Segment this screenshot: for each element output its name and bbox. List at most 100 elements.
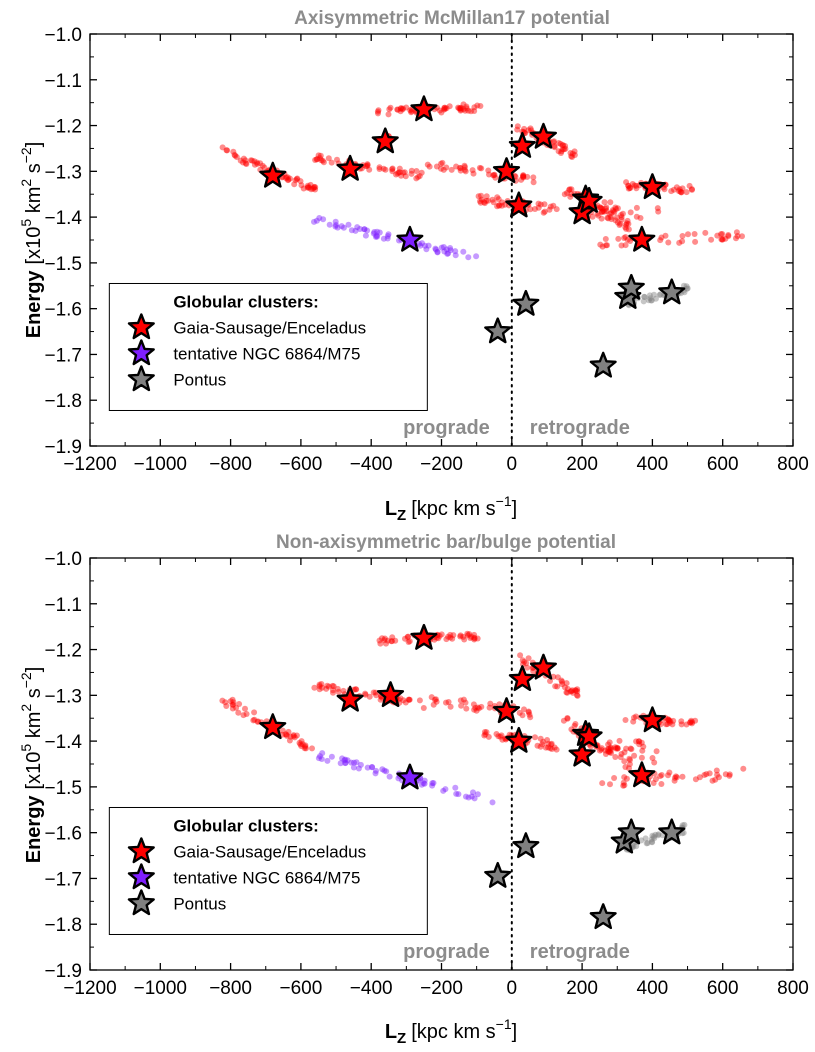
orbit-point (551, 744, 558, 751)
orbit-point (665, 717, 672, 724)
orbit-point (399, 105, 406, 112)
orbit-point (551, 138, 557, 145)
orbit-point (624, 236, 631, 243)
orbit-point (612, 217, 619, 224)
orbit-point (313, 217, 320, 224)
orbit-point (633, 185, 640, 192)
orbit-point (429, 782, 436, 789)
orbit-point (330, 683, 337, 690)
orbit-point (332, 218, 339, 225)
orbit-point (471, 795, 478, 802)
orbit-point (308, 186, 315, 193)
orbit-point (566, 186, 573, 193)
orbit-point (467, 635, 474, 641)
orbit-point (604, 746, 611, 753)
orbit-point (597, 241, 604, 248)
orbit-point (611, 209, 618, 216)
orbit-point (392, 637, 399, 644)
orbit-point (332, 223, 339, 230)
orbit-point (574, 692, 580, 699)
orbit-point (298, 182, 305, 189)
orbit-point (602, 236, 609, 242)
cluster-star-icon (589, 903, 617, 930)
orbit-point (286, 737, 293, 744)
orbit-point (380, 235, 387, 242)
orbit-point (404, 634, 411, 640)
x-tick-label: −800 (209, 454, 252, 475)
orbit-point (445, 633, 452, 640)
legend-entry: Pontus (173, 894, 226, 913)
orbit-point (478, 703, 485, 710)
orbit-point (618, 212, 625, 218)
orbit-point (681, 282, 687, 289)
orbit-point (622, 717, 629, 723)
orbit-point (719, 236, 726, 243)
orbit-point (379, 766, 386, 773)
orbit-point (469, 167, 476, 174)
orbit-point (638, 754, 645, 761)
orbit-point (442, 105, 449, 112)
orbit-point (514, 123, 521, 130)
legend-box (108, 806, 428, 935)
orbit-point (701, 772, 708, 778)
orbit-point (558, 148, 565, 155)
orbit-point (616, 222, 623, 228)
orbit-point (443, 636, 450, 643)
orbit-point (567, 193, 574, 200)
orbit-point (317, 155, 323, 162)
orbit-point (348, 227, 355, 234)
x-tick-label: −1000 (134, 454, 187, 475)
orbit-point (607, 745, 614, 752)
orbit-point (641, 293, 648, 300)
orbit-point (320, 216, 327, 223)
orbit-point (420, 780, 427, 787)
orbit-point (521, 125, 528, 132)
orbit-point (342, 760, 349, 767)
orbit-point (520, 172, 527, 179)
orbit-point (626, 765, 632, 772)
orbit-point (633, 738, 640, 745)
orbit-point (489, 196, 496, 203)
orbit-point (493, 731, 500, 737)
orbit-point (384, 233, 391, 239)
orbit-point (598, 205, 604, 212)
x-axis-title: LZ [kpc km s−1] (385, 1016, 517, 1047)
orbit-point (687, 719, 694, 726)
orbit-point (461, 167, 468, 173)
orbit-point (566, 187, 573, 193)
orbit-point (376, 637, 383, 644)
orbit-point (478, 192, 484, 199)
orbit-point (471, 635, 478, 642)
orbit-point (375, 110, 381, 117)
orbit-point (481, 729, 488, 735)
orbit-point (237, 157, 244, 164)
orbit-point (542, 744, 549, 751)
orbit-point (618, 751, 625, 757)
orbit-point (679, 233, 686, 239)
orbit-point (468, 633, 475, 640)
orbit-point (470, 701, 477, 708)
orbit-point (599, 780, 606, 787)
orbit-point (605, 741, 612, 748)
orbit-point (615, 235, 622, 242)
orbit-point (655, 832, 662, 839)
orbit-point (527, 125, 534, 132)
orbit-point (548, 740, 555, 747)
orbit-point (298, 738, 305, 745)
cluster-star-icon (336, 154, 364, 181)
orbit-point (631, 752, 638, 759)
orbit-point (364, 162, 371, 169)
orbit-point (311, 684, 318, 691)
orbit-point (290, 732, 297, 739)
orbit-point (362, 690, 369, 697)
orbit-point (666, 717, 673, 724)
orbit-point (219, 697, 226, 704)
y-tick-label: −1.4 (44, 732, 82, 753)
orbit-point (397, 695, 404, 702)
orbit-point (369, 764, 375, 770)
cluster-star-icon (484, 861, 512, 888)
cluster-star-icon (628, 225, 656, 252)
orbit-point (304, 182, 311, 189)
orbit-point (231, 151, 238, 158)
orbit-point (520, 172, 527, 179)
